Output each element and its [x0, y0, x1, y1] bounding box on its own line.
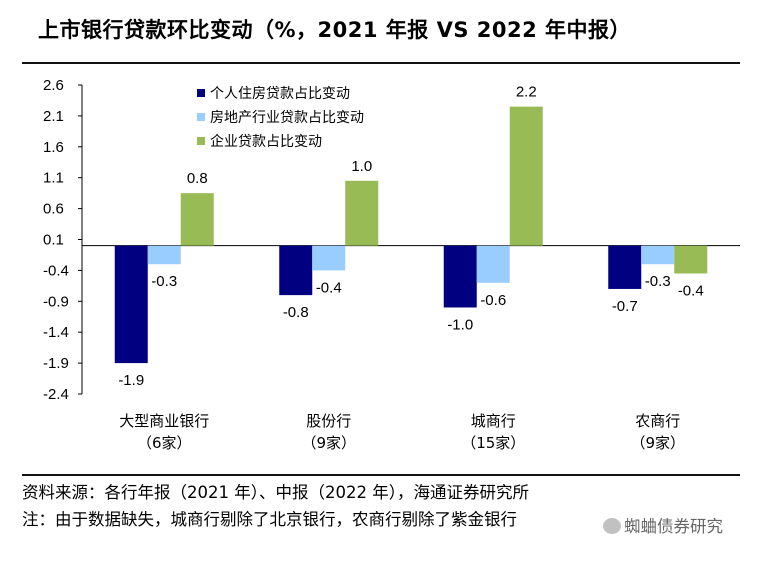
y-tick-label: -0.9 [43, 293, 69, 310]
bar-chart: 2.6 2.1 1.6 1.1 0.6 0.1 -0.4 -0.9 -1.4 -1.9 -2.4 -1… [43, 77, 740, 452]
bar-3 [674, 245, 708, 274]
y-tick-label: 1.6 [43, 139, 64, 156]
bar-1 [114, 245, 148, 364]
category-label: 大型商业银行 [119, 412, 209, 430]
source-note: 资料来源：各行年报（2021 年）、中报（2022 年），海通证券研究所 [22, 483, 529, 502]
watermark: 蜘蛐债券研究 [603, 513, 723, 537]
bar-1 [608, 245, 642, 289]
data-label: -0.4 [678, 282, 704, 299]
y-tick-label: 0.6 [43, 201, 64, 218]
y-tick-label: 2.1 [43, 108, 64, 125]
legend-label: 房地产行业贷款占比变动 [210, 110, 364, 126]
y-tick-label: -1.9 [43, 355, 69, 372]
bar-3 [509, 106, 543, 246]
data-label: -0.8 [283, 304, 309, 321]
data-label: 1.0 [351, 158, 372, 175]
bar-3 [180, 193, 214, 246]
bar-2 [312, 245, 346, 271]
y-tick-label: 2.6 [43, 77, 64, 94]
data-label: -0.7 [612, 298, 638, 315]
data-label: -0.6 [480, 292, 506, 309]
category-sublabel: （9家） [630, 434, 685, 452]
category-label: 城商行 [471, 412, 516, 430]
bottom-divider [22, 474, 740, 476]
category-sublabel: （9家） [301, 434, 356, 452]
bar-2 [147, 245, 181, 265]
bar-1 [443, 245, 477, 308]
y-tick-label: 1.1 [43, 170, 64, 187]
legend-swatch [197, 113, 205, 121]
data-label: -1.0 [447, 316, 473, 333]
y-tick-label: 0.1 [43, 232, 64, 249]
category-label: 农商行 [635, 412, 680, 430]
chart-title: 上市银行贷款环比变动（%，2021 年报 VS 2022 年中报） [38, 18, 632, 42]
data-label: -1.9 [118, 372, 144, 389]
bar-2 [641, 245, 675, 265]
data-label: -0.4 [316, 279, 342, 296]
legend-label: 个人住房贷款占比变动 [210, 86, 350, 102]
bar-1 [279, 245, 313, 296]
data-label: 0.8 [187, 170, 208, 187]
data-label: -0.3 [151, 273, 177, 290]
wechat-icon [603, 518, 621, 534]
data-label: -0.3 [645, 273, 671, 290]
y-tick-label: -1.4 [43, 324, 69, 341]
footnote: 注：由于数据缺失，城商行剔除了北京银行，农商行剔除了紫金银行 [22, 510, 517, 529]
data-label: 2.2 [516, 84, 537, 101]
top-divider [22, 62, 740, 64]
legend-swatch [197, 137, 205, 145]
category-label: 股份行 [306, 412, 351, 430]
y-tick-label: -2.4 [43, 386, 69, 403]
bar-2 [476, 245, 510, 283]
legend-swatch [197, 89, 205, 97]
bar-3 [345, 180, 379, 246]
watermark-text: 蜘蛐债券研究 [624, 517, 723, 536]
y-tick-label: -0.4 [43, 262, 69, 279]
category-sublabel: （15家） [461, 434, 525, 452]
category-sublabel: （6家） [137, 434, 192, 452]
legend-label: 企业贷款占比变动 [210, 133, 322, 150]
